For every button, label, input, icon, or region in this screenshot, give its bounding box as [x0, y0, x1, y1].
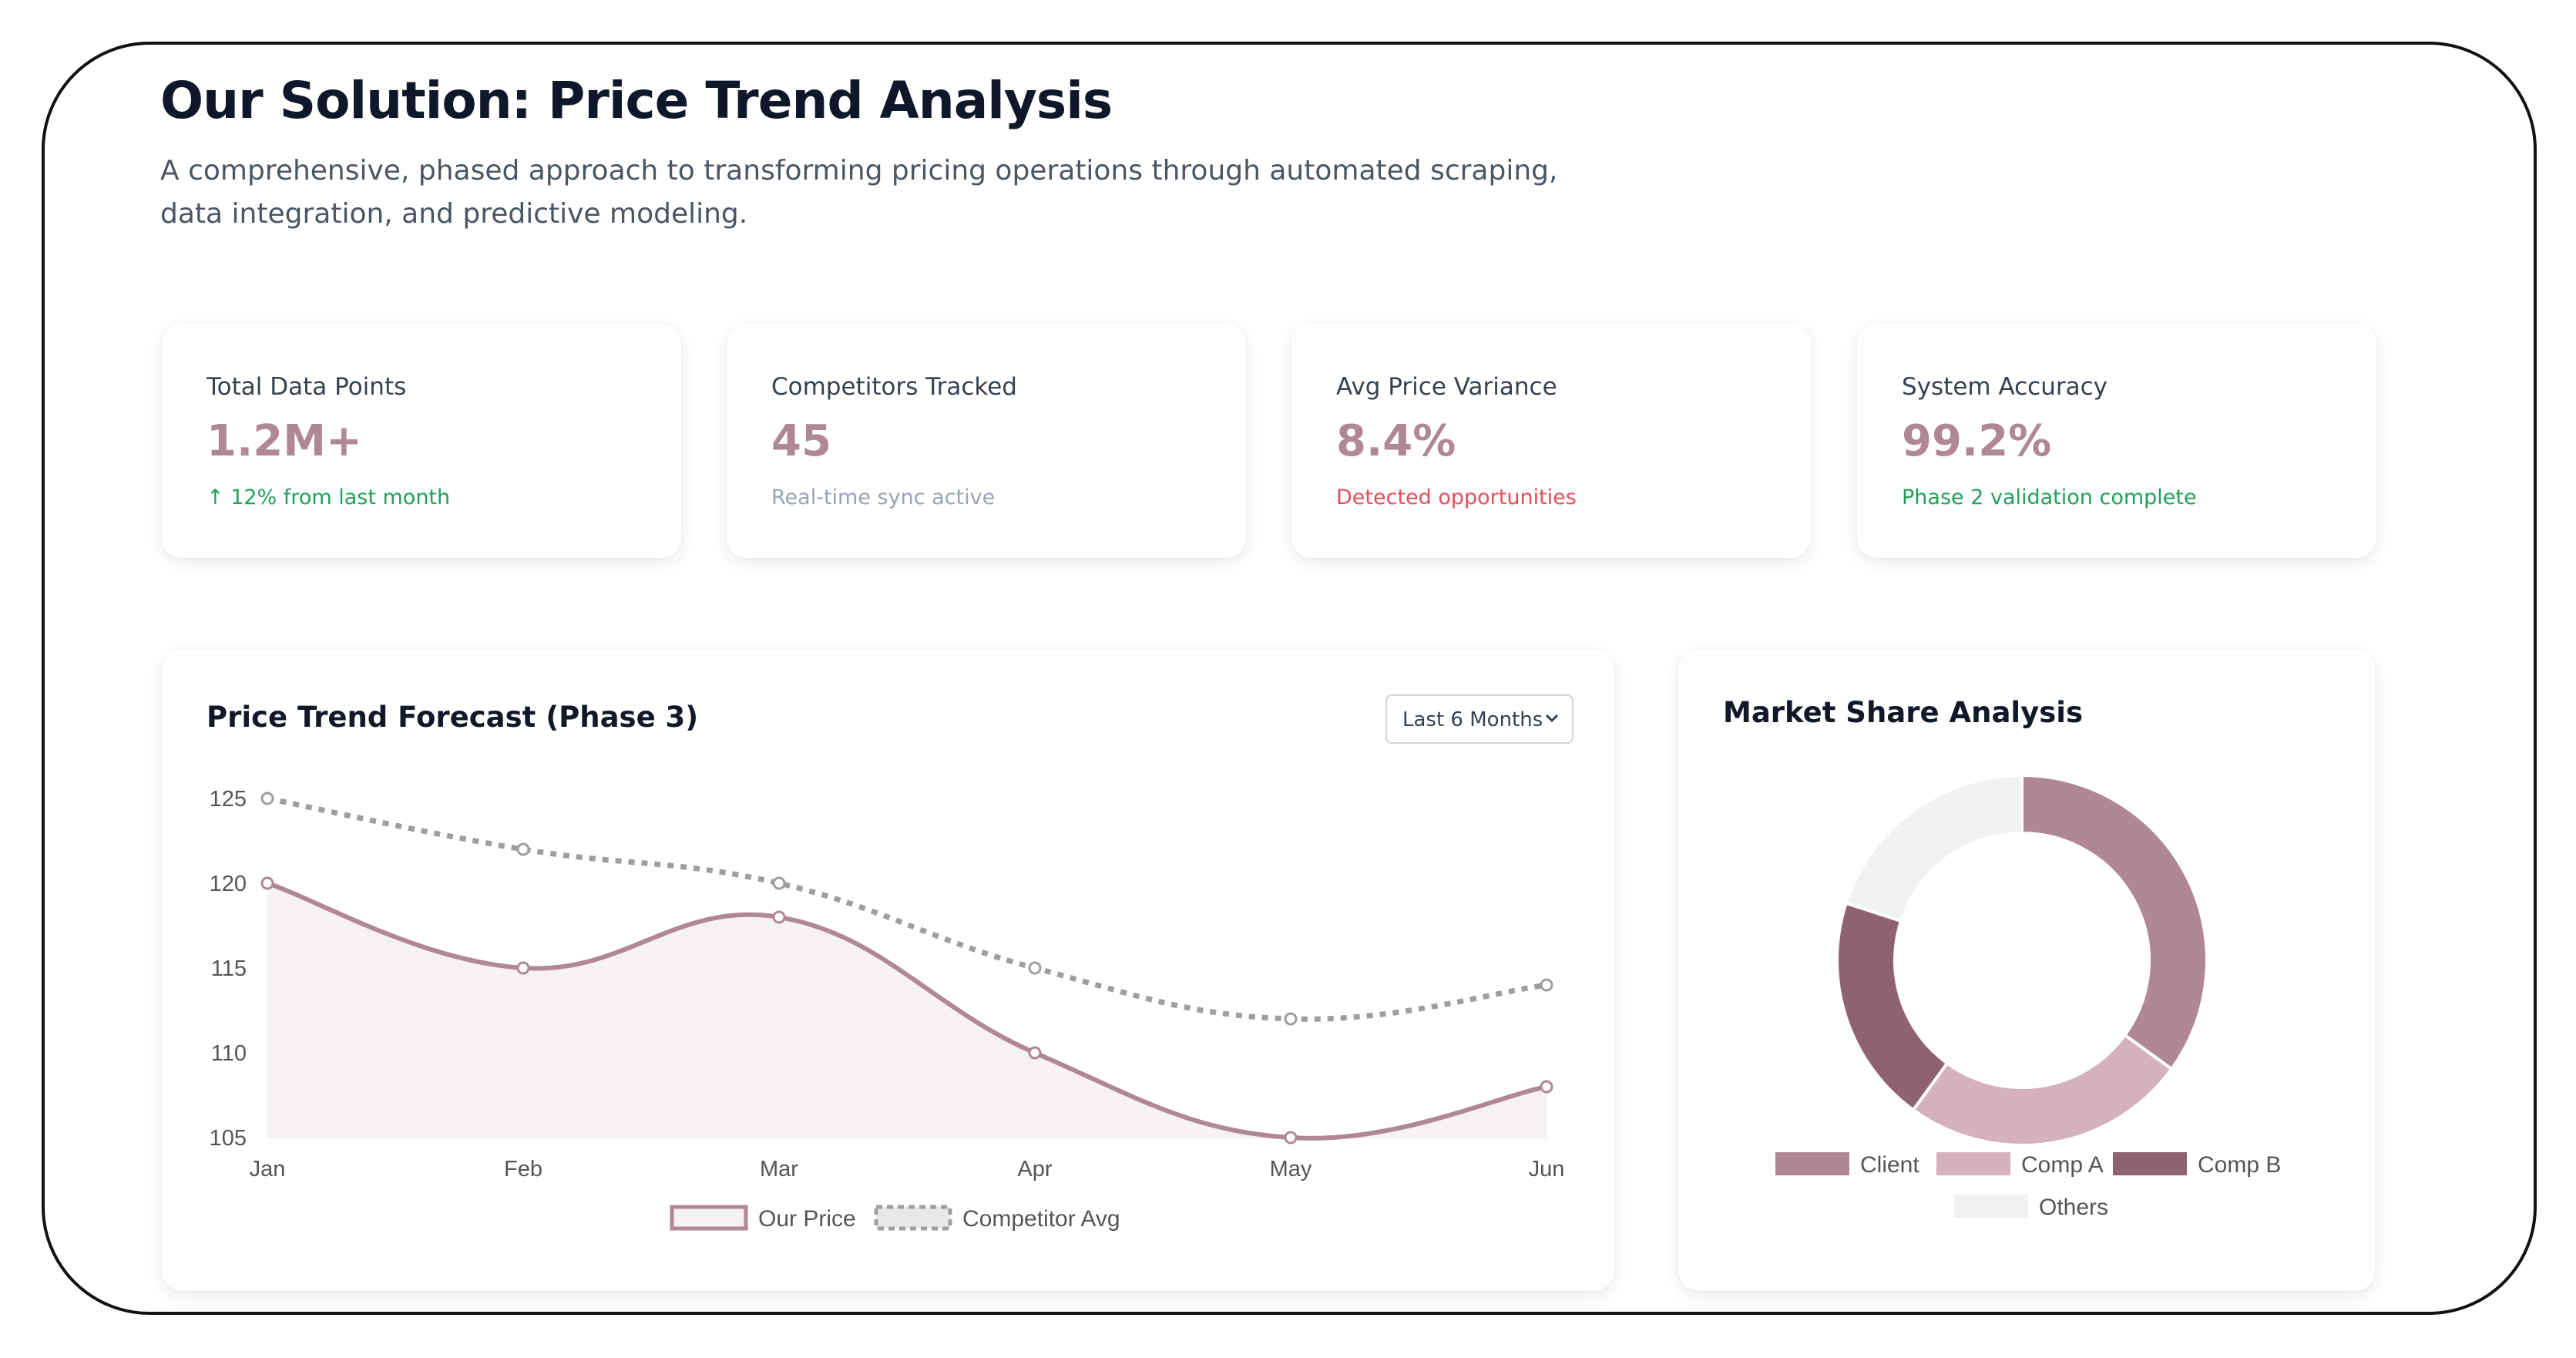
page-subtitle: A comprehensive, phased approach to tran…	[160, 155, 1558, 230]
stat-card-competitors-tracked: Competitors Tracked 45 Real-time sync ac…	[727, 324, 1246, 558]
legend-label: Comp A	[2021, 1152, 2104, 1178]
data-point	[1284, 1012, 1298, 1026]
stat-value: 1.2M+	[207, 416, 362, 466]
donut-slice-comp-b	[1835, 901, 1950, 1112]
legend-label: Others	[2039, 1195, 2108, 1220]
legend-swatch	[1954, 1195, 2028, 1218]
y-tick-label: 110	[211, 1041, 247, 1066]
stat-subtext: Phase 2 validation complete	[1902, 486, 2197, 509]
donut-slice-others	[1844, 773, 2024, 923]
donut-slice-client	[2020, 773, 2208, 1071]
stat-card-system-accuracy: System Accuracy 99.2% Phase 2 validation…	[1857, 324, 2376, 558]
legend-swatch	[670, 1205, 748, 1231]
legend-swatch	[2113, 1152, 2187, 1175]
stat-label: Avg Price Variance	[1336, 373, 1557, 401]
stat-card-avg-price-variance: Avg Price Variance 8.4% Detected opportu…	[1291, 324, 1811, 558]
stat-label: System Accuracy	[1902, 373, 2107, 401]
data-point	[516, 961, 530, 975]
price-trend-chart: 105 110 115 120 125 Jan Feb Mar Apr May Jun Our Pri…	[210, 787, 1565, 1232]
data-point	[1284, 1131, 1298, 1145]
x-tick-label: Feb	[504, 1157, 542, 1182]
stat-value: 99.2%	[1902, 416, 2052, 466]
data-point	[260, 792, 274, 805]
price-trend-panel: Price Trend Forecast (Phase 3) Last 6 Mo…	[162, 650, 1614, 1291]
price-trend-title: Price Trend Forecast (Phase 3)	[207, 701, 699, 734]
time-range-dropdown-value: Last 6 Months	[1402, 708, 1543, 731]
chevron-down-icon	[1545, 714, 1559, 723]
market-share-panel: Market Share Analysis Client Comp A Comp B…	[1678, 650, 2375, 1291]
legend-swatch	[874, 1205, 952, 1231]
page-title: Our Solution: Price Trend Analysis	[160, 71, 1113, 130]
data-point	[516, 842, 530, 856]
legend-swatch	[1936, 1152, 2010, 1175]
stat-card-total-data-points: Total Data Points 1.2M+ ↑ 12% from last …	[162, 324, 681, 558]
stat-subtext: Real-time sync active	[771, 486, 996, 509]
stat-value: 45	[771, 416, 831, 466]
y-tick-label: 120	[210, 872, 247, 896]
data-point	[772, 910, 786, 924]
data-point	[1028, 1046, 1042, 1060]
data-point	[1540, 1080, 1553, 1094]
donut-slice-comp-a	[1911, 1033, 2174, 1147]
y-tick-label: 105	[210, 1126, 247, 1151]
data-point	[1540, 978, 1553, 992]
x-tick-label: Mar	[760, 1157, 798, 1182]
data-point	[772, 876, 786, 890]
stat-value: 8.4%	[1336, 416, 1456, 466]
y-tick-label: 125	[210, 787, 247, 812]
stat-subtext: ↑ 12% from last month	[207, 486, 451, 509]
competitor-avg-line	[267, 795, 1547, 1022]
legend-label: Client	[1860, 1152, 1919, 1178]
legend-label: Competitor Avg	[962, 1206, 1120, 1232]
data-point	[260, 876, 274, 890]
market-share-chart: Client Comp A Comp B Others	[1775, 773, 2281, 1220]
x-tick-label: May	[1270, 1157, 1312, 1182]
series-area	[267, 883, 1547, 1138]
x-tick-label: Jan	[250, 1157, 286, 1182]
data-point	[1028, 961, 1042, 975]
legend-label: Our Price	[758, 1206, 856, 1232]
x-tick-label: Jun	[1529, 1157, 1565, 1182]
stat-label: Competitors Tracked	[771, 373, 1017, 401]
y-tick-label: 115	[211, 956, 247, 981]
legend-swatch	[1775, 1152, 1849, 1175]
our-price-line	[267, 881, 1547, 1141]
x-tick-label: Apr	[1017, 1157, 1052, 1182]
stat-label: Total Data Points	[207, 373, 407, 401]
time-range-dropdown[interactable]: Last 6 Months	[1385, 694, 1573, 744]
legend-label: Comp B	[2198, 1152, 2281, 1178]
market-share-title: Market Share Analysis	[1723, 696, 2083, 729]
stat-subtext: Detected opportunities	[1336, 486, 1577, 509]
